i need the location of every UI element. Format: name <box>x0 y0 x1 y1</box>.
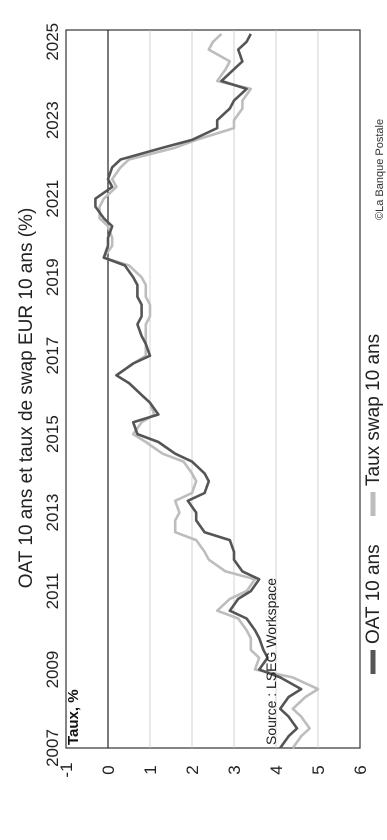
x-tick-label-9: 2025 <box>43 23 62 61</box>
series-layer <box>94 32 320 749</box>
y-tick-label-1: 0 <box>99 765 118 774</box>
x-tick-label-8: 2023 <box>43 101 62 139</box>
x-tick-label-0: 2007 <box>43 729 62 767</box>
series-line-oat <box>94 33 303 749</box>
y-tick-label-2: 1 <box>141 765 160 774</box>
legend: OAT 10 ans Taux swap 10 ans <box>363 334 384 674</box>
x-tick-label-1: 2009 <box>43 651 62 689</box>
y-tick-label-4: 3 <box>225 765 244 774</box>
y-axis-label: Taux, % <box>65 689 82 745</box>
copyright-note: ©La Banque Postale <box>374 119 386 220</box>
y-tick-label-5: 4 <box>267 765 286 774</box>
legend-label-oat: OAT 10 ans <box>363 544 384 644</box>
grid <box>107 30 319 748</box>
legend-label-swap: Taux swap 10 ans <box>363 334 384 486</box>
y-tick-label-7: 6 <box>351 765 370 774</box>
y-tick-label-0: -1 <box>57 762 76 777</box>
y-tick-label-6: 5 <box>309 765 328 774</box>
x-tick-label-5: 2017 <box>43 337 62 375</box>
series-line-swap <box>98 32 320 749</box>
chart-title: OAT 10 ans et taux de swap EUR 10 ans (%… <box>16 208 37 589</box>
x-tick-label-7: 2021 <box>43 180 62 218</box>
x-tick-label-2: 2011 <box>43 573 62 610</box>
x-tick-label-6: 2019 <box>43 258 62 296</box>
x-tick-label-3: 2013 <box>43 494 62 532</box>
plot-frame <box>65 29 361 749</box>
y-tick-label-3: 2 <box>183 765 202 774</box>
y-ticks: -1 0 1 2 3 4 5 6 <box>57 762 370 777</box>
source-note: Source : LSEG Workspace <box>263 578 279 745</box>
x-tick-label-4: 2015 <box>43 415 62 453</box>
x-ticks: 2007 2009 2011 2013 2015 2017 2019 2021 2023 2025 <box>43 23 62 767</box>
